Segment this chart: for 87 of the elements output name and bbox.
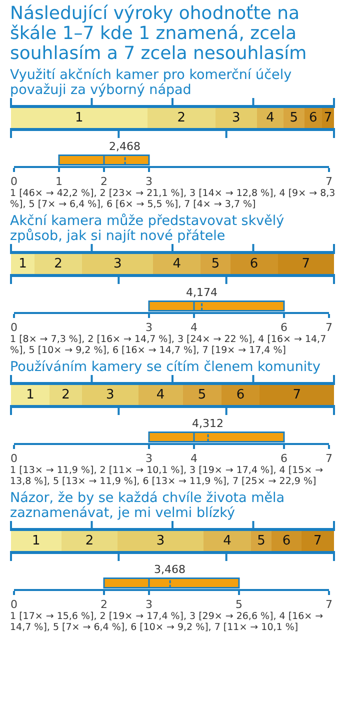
x-tick-label: 0 [10, 321, 18, 334]
bar [260, 385, 334, 405]
x-tick-label: 3 [146, 598, 152, 612]
series-label: 6 [250, 256, 258, 272]
series-label: 5 [257, 534, 266, 548]
series-label: 3 [232, 110, 240, 126]
x-tick-label: 4 [190, 452, 198, 466]
text: 4,312 [192, 417, 224, 430]
text: 1 [46× → 42,2 %], 2 [23× → 21,1 %], 3 [14× → 12,8 %], 4 [9× → 8,3 %], 5 [7× → 6,4 %], 6 [6× → 5,5 %], 7 [4× → 3,7 %] [10, 188, 336, 210]
bar [34, 254, 82, 274]
x-tick-label: 7 [326, 598, 332, 612]
series-label: 7 [302, 256, 310, 272]
text: 3,468 [154, 563, 186, 576]
series-label: 7 [292, 388, 301, 402]
x-tick-label: 6 [280, 321, 288, 334]
series-label: 1 [26, 388, 34, 402]
series-label: 3 [113, 256, 122, 272]
x-tick-label: 2 [100, 175, 108, 188]
bar [204, 531, 251, 551]
series-label: 6 [282, 534, 291, 548]
series-label: 5 [211, 256, 220, 272]
chart-title: Následující výroky ohodnoťte na škále 1–7 kde 1 znamená, zcela souhlasím a 7 zcela nesouhlasím [10, 3, 308, 64]
chart-subtitle: Názor, že by se každá chvíle života měla zaznamenávat, je mi velmi blízký [10, 490, 286, 521]
bar [301, 531, 334, 551]
series-label: 2 [85, 534, 94, 548]
series-label: 4 [223, 534, 232, 548]
text: 1 [17× → 15,6 %], 2 [19× → 17,4 %], 3 [29× → 26,6 %], 4 [16× → 14,7 %], 5 [7× → 6,4 %], 6 [10× → 9,2 %], 7 [11× → 10,1 %] [10, 611, 324, 633]
series-label: 6 [309, 110, 318, 126]
series-label: 7 [324, 110, 332, 126]
x-tick-label: 7 [326, 452, 332, 466]
text: 2,468 [109, 140, 140, 153]
text: 1 [8× → 7,3 %], 2 [16× → 14,7 %], 3 [24× → 22 %], 4 [16× → 14,7 %], 5 [10× → 9,2 %], 6 [16× → 14,7 %], 7 [19× → 17,4 %] [10, 334, 328, 356]
bar [256, 108, 284, 128]
series-label: 3 [106, 388, 114, 402]
bar [11, 254, 35, 274]
bar [182, 385, 222, 405]
bar [230, 254, 278, 274]
x-tick-label: 0 [10, 452, 18, 466]
text: 1 [13× → 11,9 %], 2 [11× → 10,1 %], 3 [19× → 17,4 %], 4 [15× → 13,8 %], 5 [13× → 11,9 %], 6 [13× → 11,9 %], 7 [25× → 22,9 %] [10, 465, 324, 487]
chart-subtitle: Využití akčních kamer pro komerční účely považuji za výborný nápad [10, 67, 293, 98]
x-tick-label: 2 [100, 598, 108, 612]
bar [138, 385, 183, 405]
x-tick-label: 5 [236, 598, 242, 612]
series-label: 4 [266, 110, 274, 126]
bar [11, 108, 148, 128]
bar [221, 385, 260, 405]
series-label: 1 [32, 534, 40, 548]
bar [11, 531, 62, 551]
x-tick-label: 0 [10, 175, 18, 188]
x-tick-label: 3 [146, 321, 152, 334]
x-tick-label: 1 [56, 175, 62, 188]
bar [272, 531, 302, 551]
text: 4,174 [186, 286, 218, 299]
x-tick-label: 3 [146, 175, 152, 188]
x-tick-label: 7 [326, 175, 332, 188]
series-label: 4 [156, 388, 165, 402]
x-tick-label: 6 [280, 452, 288, 466]
series-label: 2 [54, 256, 62, 272]
series-label: 2 [62, 388, 70, 402]
series-label: 5 [198, 388, 206, 402]
bar [82, 385, 138, 405]
bar [153, 254, 201, 274]
bar [284, 108, 304, 128]
series-label: 5 [290, 110, 298, 126]
x-tick-label: 4 [190, 321, 198, 334]
series-label: 7 [314, 534, 322, 548]
bar [49, 385, 82, 405]
series-label: 6 [236, 388, 245, 402]
bar [215, 108, 257, 128]
bar [11, 385, 50, 405]
series-label: 2 [177, 110, 186, 126]
x-tick-label: 0 [10, 598, 18, 612]
series-label: 1 [18, 256, 27, 272]
bar [250, 531, 272, 551]
x-tick-label: 7 [326, 321, 332, 334]
bar [147, 108, 216, 128]
chart-subtitle: Akční kamera může představovat skvělý způsob, jak si najít nové přátele [10, 213, 286, 244]
bar [61, 531, 118, 551]
x-tick-label: 3 [146, 452, 152, 466]
bar [118, 531, 204, 551]
chart-subtitle: Používáním kamery se cítím členem komunity [10, 359, 322, 375]
bar [82, 254, 154, 274]
series-label: 3 [156, 534, 165, 548]
series-label: 4 [172, 256, 181, 272]
series-label: 1 [75, 110, 84, 126]
bar [278, 254, 334, 274]
bar [200, 254, 230, 274]
